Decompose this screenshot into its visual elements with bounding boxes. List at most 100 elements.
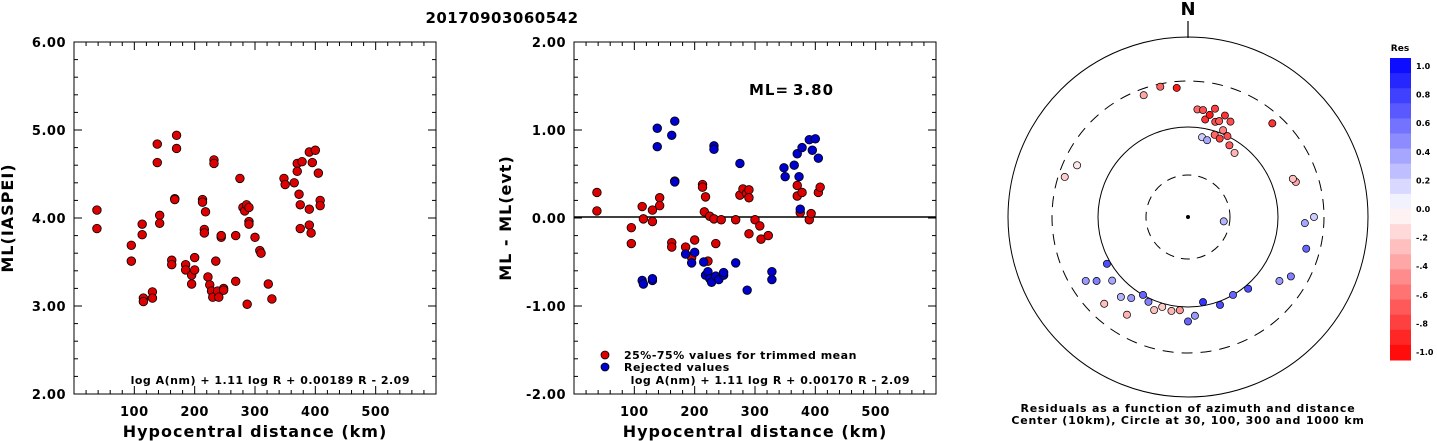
colorbar-cell [1390,239,1411,255]
ring-30km [1145,174,1231,260]
y-tick-label: 2.00 [532,36,566,51]
colorbar-cell [1390,269,1411,285]
data-point [92,223,102,234]
x-tick-label: 100 [620,405,649,420]
colorbar-cell [1390,254,1411,270]
data-point [689,235,700,245]
data-point [218,285,229,295]
data-point [189,265,200,275]
station-point [1156,82,1165,91]
station-point [1158,303,1167,311]
legend-marker-trimmed [600,350,610,360]
data-point [230,230,241,241]
data-point [647,216,658,227]
data-point [126,240,137,250]
y-tick-label: 1.00 [532,124,566,139]
data-point [592,187,602,198]
caption-line-2: Center (10km), Circle at 30, 100, 300 an… [1011,414,1364,427]
station-point [1116,293,1125,301]
x-tick-label: 200 [180,405,209,420]
data-point [292,166,302,177]
data-point [744,193,754,203]
station-point [1226,117,1235,126]
data-point [797,187,807,198]
data-point [767,266,777,277]
station-point [1219,126,1228,135]
data-point [304,204,315,214]
station-point [1223,132,1232,141]
station-point [1073,161,1082,170]
station-point [1108,276,1117,285]
colorbar-cell [1390,314,1411,331]
data-point [654,193,665,203]
data-point [211,256,221,266]
station-point [1205,110,1214,119]
station-point [1139,290,1147,299]
data-point [667,130,677,140]
data-point [137,230,147,240]
data-point [742,285,752,295]
colorbar-tick-label: 0.2 [1416,176,1430,185]
data-point [744,185,754,195]
azimuth-residual-panel: N Residuals as a function of azimuth and… [1007,0,1369,427]
data-point [200,207,211,217]
colorbar-tick-label: 0.6 [1416,119,1431,128]
data-point [167,259,177,270]
data-point [147,293,158,303]
station-point [1139,91,1148,100]
colorbar-tick-label: -.8 [1416,319,1428,328]
formula-text: log A(nm) + 1.11 log R + 0.00189 R - 2.0… [131,374,410,387]
data-point [244,219,254,229]
station-point [1229,290,1237,299]
ring-300km [1051,80,1325,354]
data-point [263,279,273,289]
data-point [647,205,658,215]
station-point [1300,219,1309,228]
station-point [1286,272,1295,281]
data-point [779,163,789,173]
station-point [1102,259,1111,268]
colorbar-tick-label: 1.0 [1416,62,1431,71]
station-point [1144,297,1153,306]
station-points [1060,82,1318,326]
data-point [744,229,754,239]
station-point [1081,276,1090,285]
north-label: N [1180,0,1195,20]
x-tick-label: 400 [301,405,330,420]
legend-trimmed-text: 25%-75% values for trimmed mean [624,349,857,362]
ml-label: ML= [749,81,789,99]
y-tick-label: 3.00 [32,300,66,315]
data-point [711,238,721,249]
station-point [1288,174,1297,183]
ml-value: 3.80 [793,81,834,99]
data-point [214,292,224,302]
data-point [126,256,137,266]
colorbar-cell [1390,299,1411,316]
data-point [315,200,325,211]
colorbar-cell [1390,284,1411,301]
station-point [1167,307,1176,315]
data-point [280,179,290,190]
data-point [686,258,697,268]
colorbar-cell [1390,118,1411,134]
data-point [730,215,741,225]
data-point [638,214,649,224]
colorbar-cell [1390,178,1411,195]
colorbar-tick-label: -.2 [1416,234,1428,243]
data-point [310,145,321,155]
data-point [780,171,790,182]
legend-rejected-text: Rejected values [624,361,730,374]
data-point [652,123,662,133]
data-point [242,299,252,309]
colorbar-cell [1390,103,1411,119]
data-point [186,279,197,289]
station-point [1199,106,1207,115]
residual-colorbar: Res 1.0 0.8 0.6 0.4 0.2 0.0 -.2 -.4 -.6 -.8 -1.0 [1390,44,1434,361]
colorbar-ticks: 1.0 0.8 0.6 0.4 0.2 0.0 -.2 -.4 -.6 -.8 -1.0 [1416,62,1434,357]
colorbar-cell [1390,88,1411,104]
data-point [256,248,266,258]
station-point [1268,119,1277,128]
colorbar-title: Res [1391,44,1409,54]
data-point [689,247,700,258]
colorbar-cell [1390,209,1411,225]
